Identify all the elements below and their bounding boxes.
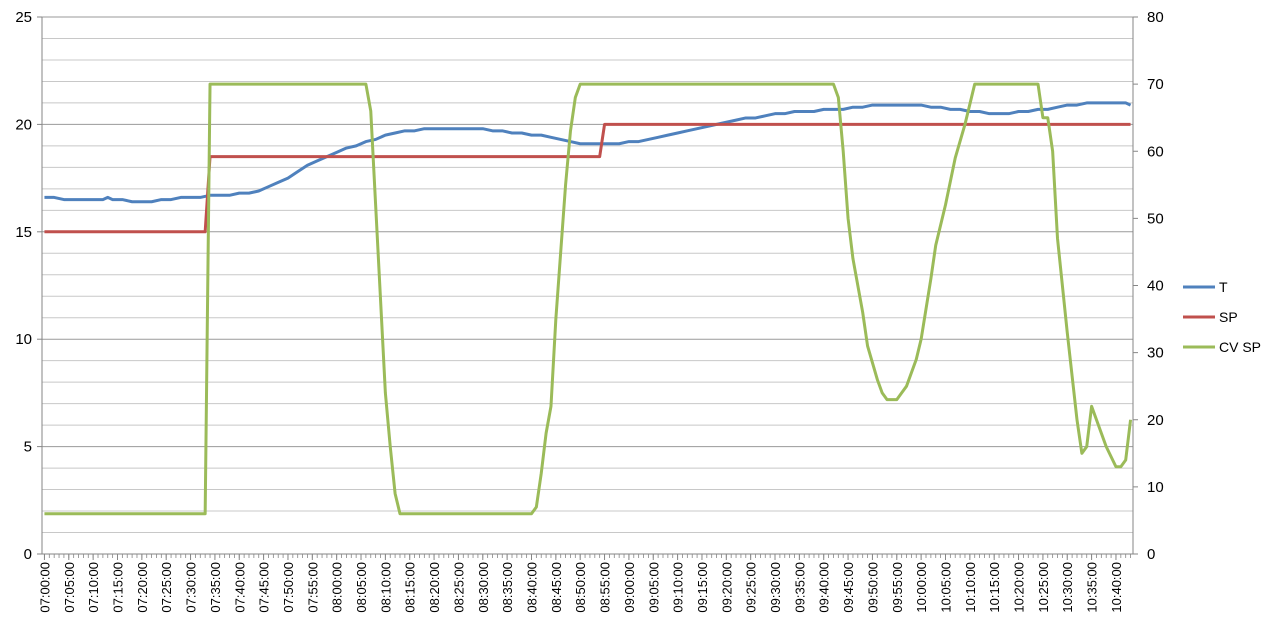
x-tick-label: 09:45:00 [841, 562, 856, 613]
x-tick-label: 08:40:00 [524, 562, 539, 613]
x-tick-label: 08:00:00 [330, 562, 345, 613]
x-tick-label: 07:25:00 [159, 562, 174, 613]
y-left-tick-label: 0 [24, 546, 32, 563]
y-right-tick-label: 70 [1147, 76, 1164, 93]
x-tick-label: 10:25:00 [1036, 562, 1051, 613]
y-left-tick-label: 20 [15, 116, 32, 133]
x-tick-label: 10:35:00 [1085, 562, 1100, 613]
x-tick-label: 10:30:00 [1060, 562, 1075, 613]
x-tick-label: 07:15:00 [110, 562, 125, 613]
y-left-tick-label: 25 [15, 9, 32, 26]
y-left-tick-label: 15 [15, 224, 32, 241]
x-tick-label: 07:00:00 [37, 562, 52, 613]
series-line-t [44, 101, 1132, 204]
legend-label: SP [1219, 309, 1238, 325]
axes: 0 5 10 15 20 25 0 10 20 30 40 50 60 70 80 07:00:00 07:05… [15, 9, 1163, 613]
x-tick-label: 09:10:00 [671, 562, 686, 613]
x-tick-label: 10:15:00 [987, 562, 1002, 613]
legend: T SP CV SP [1183, 279, 1261, 355]
x-tick-label: 08:20:00 [427, 562, 442, 613]
x-tick-label: 09:55:00 [890, 562, 905, 613]
x-tick-label: 09:30:00 [768, 562, 783, 613]
x-tick-label: 07:40:00 [232, 562, 247, 613]
x-tick-label: 07:50:00 [281, 562, 296, 613]
x-tick-label: 09:05:00 [646, 562, 661, 613]
x-tick-label: 08:35:00 [500, 562, 515, 613]
x-tick-label: 09:50:00 [865, 562, 880, 613]
x-tick-label: 09:25:00 [744, 562, 759, 613]
y-left-tick-label: 5 [24, 439, 32, 456]
y-right-tick-label: 20 [1147, 412, 1164, 429]
x-tick-label: 08:30:00 [476, 562, 491, 613]
y-right-tick-label: 40 [1147, 278, 1164, 295]
x-tick-label: 07:55:00 [305, 562, 320, 613]
x-tick-label: 08:25:00 [451, 562, 466, 613]
legend-label: CV SP [1219, 339, 1261, 355]
y-right-tick-label: 30 [1147, 345, 1164, 362]
x-tick-label: 10:05:00 [938, 562, 953, 613]
y-left-tick-label: 10 [15, 331, 32, 348]
x-tick-label: 07:35:00 [208, 562, 223, 613]
y-right-tick-label: 60 [1147, 143, 1164, 160]
x-tick-label: 09:35:00 [792, 562, 807, 613]
x-tick-label: 09:40:00 [817, 562, 832, 613]
x-tick-label: 08:10:00 [378, 562, 393, 613]
x-tick-label: 08:05:00 [354, 562, 369, 613]
gridlines [42, 16, 1133, 555]
x-tick-label: 08:45:00 [549, 562, 564, 613]
x-tick-label: 10:00:00 [914, 562, 929, 613]
legend-label: T [1219, 279, 1228, 295]
x-tick-label: 08:50:00 [573, 562, 588, 613]
x-tick-label: 07:05:00 [62, 562, 77, 613]
series-line-sp [44, 122, 1131, 234]
x-tick-label: 10:40:00 [1109, 562, 1124, 613]
y-right-tick-label: 50 [1147, 210, 1164, 227]
x-tick-label: 10:10:00 [963, 562, 978, 613]
x-tick-label: 07:10:00 [86, 562, 101, 613]
x-tick-label: 07:45:00 [257, 562, 272, 613]
series-lines [44, 82, 1133, 516]
x-tick-label: 07:20:00 [135, 562, 150, 613]
series-line-cv-sp [44, 82, 1133, 516]
x-tick-label: 08:15:00 [403, 562, 418, 613]
y-right-tick-label: 10 [1147, 479, 1164, 496]
x-tick-label: 07:30:00 [184, 562, 199, 613]
x-tick-label: 09:15:00 [695, 562, 710, 613]
y-right-tick-label: 0 [1147, 546, 1155, 563]
x-tick-label: 08:55:00 [598, 562, 613, 613]
x-tick-label: 10:20:00 [1012, 562, 1027, 613]
y-right-tick-label: 80 [1147, 9, 1164, 26]
x-tick-label: 09:00:00 [622, 562, 637, 613]
x-tick-label: 09:20:00 [719, 562, 734, 613]
